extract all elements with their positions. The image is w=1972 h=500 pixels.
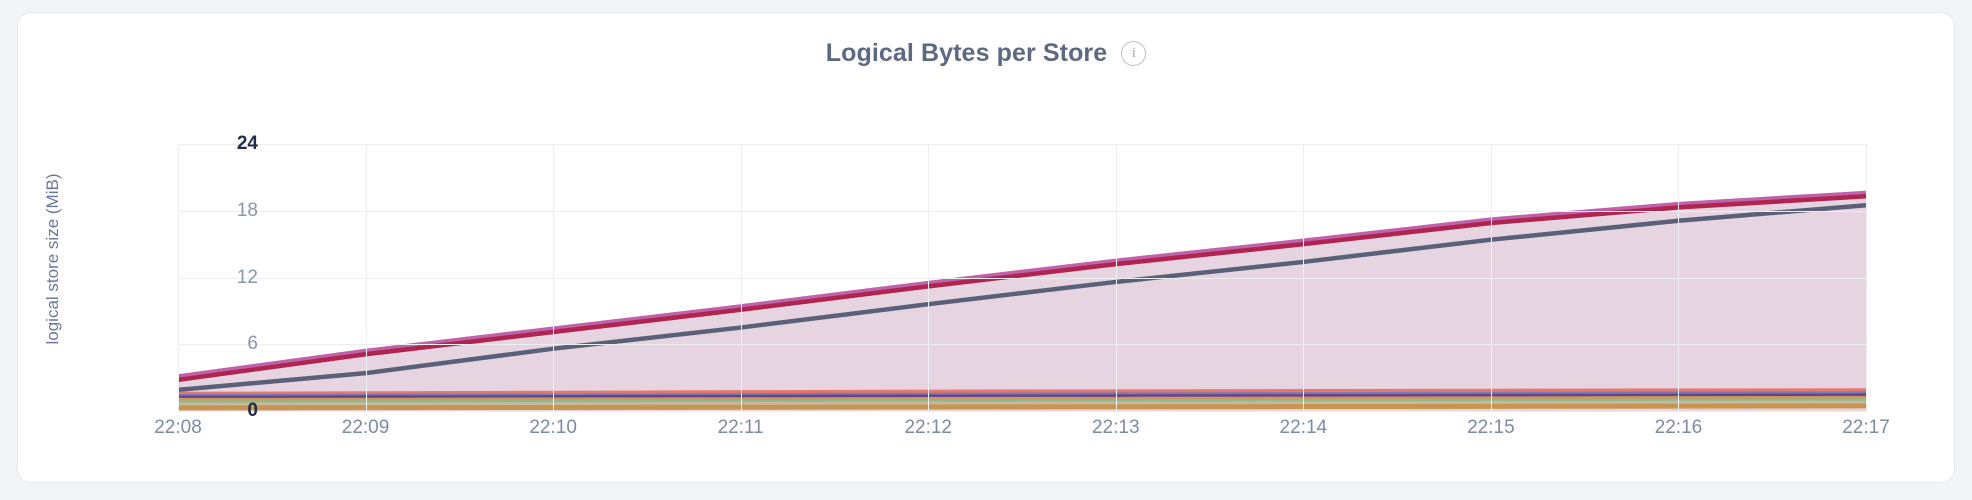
x-axis-tick-label: 22:16 (1655, 417, 1703, 439)
y-axis-tick-label: 12 (138, 267, 258, 289)
gridline-vertical (1303, 144, 1304, 411)
x-axis-tick-label: 22:15 (1467, 417, 1515, 439)
gridline-vertical (1678, 144, 1679, 411)
gridline-vertical (366, 144, 367, 411)
y-axis-tick-label: 18 (138, 200, 258, 222)
page-title: Logical Bytes per Store (826, 39, 1108, 68)
gridline-vertical (741, 144, 742, 411)
x-axis-tick-label: 22:09 (342, 417, 390, 439)
gridline-horizontal (178, 211, 1866, 212)
x-axis-tick-label: 22:13 (1092, 417, 1140, 439)
x-axis-ticks: 22:0822:0922:1022:1122:1222:1322:1422:15… (178, 417, 1866, 457)
x-axis-tick-label: 22:17 (1842, 417, 1890, 439)
chart-card: Logical Bytes per Store i logical store … (17, 12, 1955, 483)
gridline-horizontal (178, 278, 1866, 279)
gridline-vertical (1491, 144, 1492, 411)
x-axis-tick-label: 22:11 (718, 417, 764, 439)
plot-area (178, 144, 1866, 411)
series-line (178, 406, 1866, 408)
gridline-vertical (1116, 144, 1117, 411)
y-axis-tick-label: 24 (138, 133, 258, 155)
gridline-horizontal (178, 344, 1866, 345)
gridline-vertical (928, 144, 929, 411)
y-axis-tick-label: 0 (138, 400, 258, 422)
x-axis-tick-label: 22:14 (1280, 417, 1328, 439)
gridline-horizontal (178, 411, 1866, 412)
info-icon[interactable]: i (1121, 41, 1146, 66)
gridline-vertical (1866, 144, 1867, 411)
y-axis-tick-label: 6 (138, 333, 258, 355)
y-axis-label: logical store size (MiB) (43, 109, 63, 409)
gridline-horizontal (178, 144, 1866, 145)
gridline-vertical (553, 144, 554, 411)
chart-header: Logical Bytes per Store i (18, 39, 1954, 68)
x-axis-tick-label: 22:10 (529, 417, 577, 439)
x-axis-tick-label: 22:12 (904, 417, 952, 439)
